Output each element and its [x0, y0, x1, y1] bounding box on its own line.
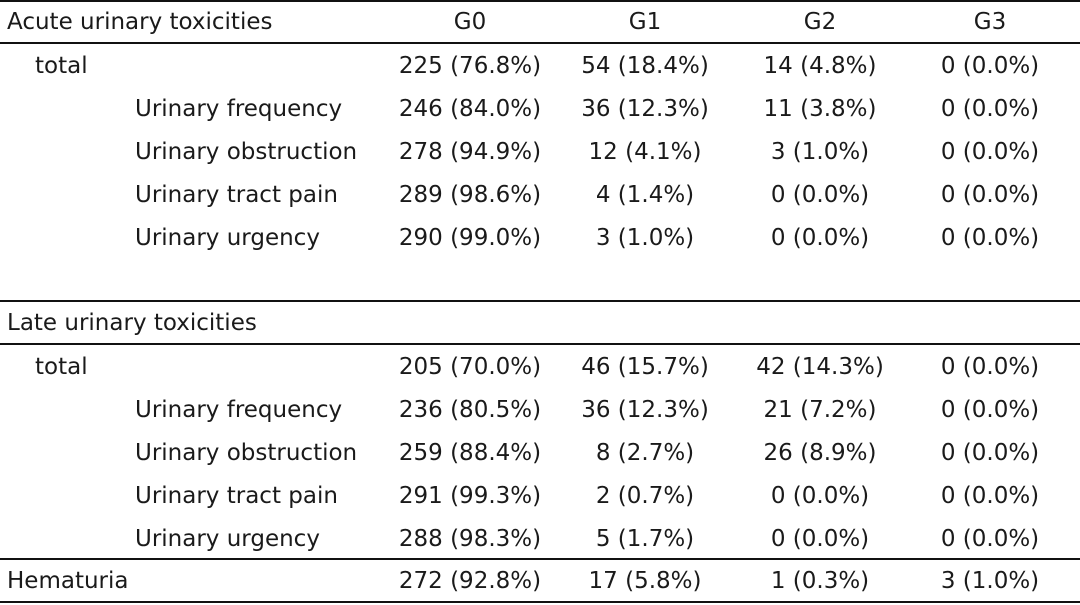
cell-g0: 236 (80.5%)	[398, 397, 542, 423]
header-row: Acute urinary toxicities G0 G1 G2 G3	[0, 2, 1080, 42]
row-label: Urinary obstruction	[135, 440, 358, 466]
cell-g0: 288 (98.3%)	[398, 526, 542, 552]
column-header-g0: G0	[453, 9, 487, 35]
late-section-header-row: Late urinary toxicities	[0, 303, 1080, 343]
column-header-g1: G1	[628, 9, 662, 35]
table-row: Urinary frequency 246 (84.0%) 36 (12.3%)…	[0, 89, 1080, 129]
table-bottom-rule	[0, 601, 1080, 603]
cell-g2: 0 (0.0%)	[770, 182, 870, 208]
late-section-heading: Late urinary toxicities	[7, 310, 257, 336]
row-label: Urinary obstruction	[135, 139, 358, 165]
cell-g1: 5 (1.7%)	[595, 526, 695, 552]
acute-section-heading: Acute urinary toxicities	[7, 9, 273, 35]
row-label: Urinary tract pain	[135, 483, 338, 509]
table-row: Urinary obstruction 259 (88.4%) 8 (2.7%)…	[0, 433, 1080, 473]
row-label: Urinary frequency	[135, 96, 343, 122]
table-row: Urinary urgency 290 (99.0%) 3 (1.0%) 0 (…	[0, 218, 1080, 258]
cell-g3: 0 (0.0%)	[940, 182, 1040, 208]
cell-g2: 11 (3.8%)	[763, 96, 877, 122]
table-row: Urinary tract pain 291 (99.3%) 2 (0.7%) …	[0, 476, 1080, 516]
cell-g1: 2 (0.7%)	[595, 483, 695, 509]
cell-g2: 1 (0.3%)	[770, 568, 870, 594]
hematuria-top-rule	[0, 558, 1080, 560]
cell-g1: 46 (15.7%)	[581, 354, 709, 380]
cell-g0: 205 (70.0%)	[398, 354, 542, 380]
cell-g2: 21 (7.2%)	[763, 397, 877, 423]
cell-g1: 4 (1.4%)	[595, 182, 695, 208]
cell-g3: 0 (0.0%)	[940, 354, 1040, 380]
cell-g2: 26 (8.9%)	[763, 440, 877, 466]
cell-g3: 0 (0.0%)	[940, 225, 1040, 251]
cell-g2: 0 (0.0%)	[770, 526, 870, 552]
cell-g1: 8 (2.7%)	[595, 440, 695, 466]
cell-g0: 225 (76.8%)	[398, 53, 542, 79]
cell-g0: 291 (99.3%)	[398, 483, 542, 509]
row-label: Urinary urgency	[135, 225, 320, 251]
cell-g0: 272 (92.8%)	[398, 568, 542, 594]
header-bottom-rule	[0, 42, 1080, 44]
cell-g2: 42 (14.3%)	[756, 354, 884, 380]
row-label: Urinary frequency	[135, 397, 343, 423]
cell-g0: 278 (94.9%)	[398, 139, 542, 165]
cell-g3: 0 (0.0%)	[940, 526, 1040, 552]
cell-g1: 17 (5.8%)	[588, 568, 702, 594]
table-row: total 225 (76.8%) 54 (18.4%) 14 (4.8%) 0…	[0, 46, 1080, 86]
cell-g1: 36 (12.3%)	[581, 96, 709, 122]
cell-g3: 0 (0.0%)	[940, 53, 1040, 79]
cell-g2: 0 (0.0%)	[770, 225, 870, 251]
cell-g1: 36 (12.3%)	[581, 397, 709, 423]
column-header-g2: G2	[803, 9, 837, 35]
table-row: Urinary tract pain 289 (98.6%) 4 (1.4%) …	[0, 175, 1080, 215]
cell-g1: 12 (4.1%)	[588, 139, 702, 165]
cell-g3: 0 (0.0%)	[940, 440, 1040, 466]
row-label: Urinary tract pain	[135, 182, 338, 208]
cell-g3: 0 (0.0%)	[940, 397, 1040, 423]
cell-g2: 0 (0.0%)	[770, 483, 870, 509]
cell-g2: 3 (1.0%)	[770, 139, 870, 165]
cell-g1: 54 (18.4%)	[581, 53, 709, 79]
hematuria-row: Hematuria 272 (92.8%) 17 (5.8%) 1 (0.3%)…	[0, 561, 1080, 601]
cell-g0: 259 (88.4%)	[398, 440, 542, 466]
cell-g3: 0 (0.0%)	[940, 483, 1040, 509]
table-row: Urinary obstruction 278 (94.9%) 12 (4.1%…	[0, 132, 1080, 172]
row-label: total	[35, 354, 88, 380]
row-label: Hematuria	[7, 568, 129, 594]
row-label: total	[35, 53, 88, 79]
cell-g0: 289 (98.6%)	[398, 182, 542, 208]
column-header-g3: G3	[973, 9, 1007, 35]
cell-g3: 0 (0.0%)	[940, 139, 1040, 165]
table-top-rule	[0, 0, 1080, 2]
row-label: Urinary urgency	[135, 526, 320, 552]
cell-g1: 3 (1.0%)	[595, 225, 695, 251]
cell-g0: 290 (99.0%)	[398, 225, 542, 251]
cell-g3: 0 (0.0%)	[940, 96, 1040, 122]
table-row: Urinary frequency 236 (80.5%) 36 (12.3%)…	[0, 390, 1080, 430]
late-header-bottom-rule	[0, 343, 1080, 345]
table-row: Urinary urgency 288 (98.3%) 5 (1.7%) 0 (…	[0, 519, 1080, 559]
cell-g3: 3 (1.0%)	[940, 568, 1040, 594]
cell-g0: 246 (84.0%)	[398, 96, 542, 122]
table-row: total 205 (70.0%) 46 (15.7%) 42 (14.3%) …	[0, 347, 1080, 387]
cell-g2: 14 (4.8%)	[763, 53, 877, 79]
section-divider-rule	[0, 300, 1080, 302]
